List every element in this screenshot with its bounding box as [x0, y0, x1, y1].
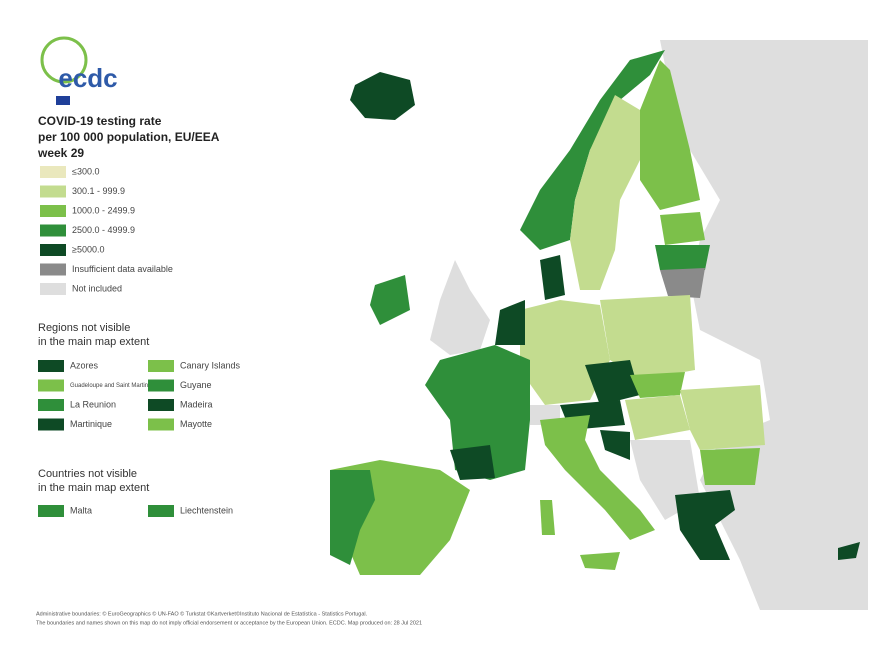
title-line: COVID-19 testing rate	[38, 114, 162, 128]
bulgaria	[700, 448, 760, 485]
legend-swatch	[40, 205, 66, 217]
legend-label: ≥5000.0	[72, 244, 104, 254]
legend-swatch	[40, 224, 66, 237]
footer-line: The boundaries and names shown on this m…	[36, 620, 422, 626]
legend-label: Martinique	[70, 419, 112, 429]
logo: ecdc	[40, 36, 118, 105]
footer-line: Administrative boundaries: © EuroGeograp…	[36, 610, 368, 617]
legend-swatch	[40, 283, 66, 295]
turkey	[740, 520, 868, 580]
map	[312, 32, 868, 610]
footer: Administrative boundaries: © EuroGeograp…	[36, 610, 422, 626]
czechia	[585, 360, 640, 405]
legend-swatch	[40, 185, 66, 198]
denmark	[540, 255, 565, 300]
legend-label: La Reunion	[70, 399, 116, 409]
estonia-latvia	[660, 212, 705, 245]
legend-label: Not included	[72, 283, 122, 293]
legend-label: ≤300.0	[72, 166, 99, 176]
legend-label: Madeira	[180, 399, 213, 409]
netherlands-belgium	[495, 300, 525, 345]
regions-legend: Regions not visible in the main map exten…	[38, 322, 241, 431]
legend-label: 2500.0 - 4999.9	[72, 225, 135, 235]
legend-swatch	[38, 379, 64, 392]
legend-swatch	[38, 360, 64, 372]
legend: ≤300.0 300.1 - 999.9 1000.0 - 2499.9 2500.0…	[40, 166, 173, 295]
france	[425, 345, 530, 480]
sardinia	[540, 500, 555, 535]
legend-swatch	[38, 505, 64, 517]
lithuania	[660, 268, 705, 298]
title: COVID-19 testing rate per 100 000 populat…	[37, 114, 220, 160]
legend-swatch	[148, 505, 174, 517]
norway	[520, 50, 665, 250]
legend-label: 1000.0 - 2499.9	[72, 205, 135, 215]
france-south	[450, 445, 495, 480]
portugal-galicia	[330, 470, 375, 565]
sweden	[570, 95, 640, 290]
iceland	[350, 72, 415, 120]
legend-label: Mayotte	[180, 419, 212, 429]
latvia	[655, 245, 710, 270]
title-line: week 29	[37, 146, 84, 160]
legend-label: Azores	[70, 360, 99, 370]
hungary	[625, 395, 690, 440]
legend-title: Regions not visible	[38, 322, 130, 334]
legend-title: Countries not visible	[38, 468, 137, 480]
croatia	[600, 430, 630, 460]
united-kingdom	[430, 260, 490, 355]
finland	[640, 60, 700, 210]
logo-text: ecdc	[58, 63, 117, 93]
legend-swatch	[148, 379, 174, 392]
legend-swatch	[148, 360, 174, 372]
legend-title: in the main map extent	[38, 482, 149, 494]
legend-swatch	[40, 166, 66, 178]
legend-swatch	[38, 399, 64, 411]
legend-swatch	[148, 418, 174, 431]
legend-swatch	[40, 263, 66, 276]
legend-swatch	[40, 244, 66, 256]
slovakia	[630, 372, 685, 398]
poland	[600, 295, 695, 380]
legend-swatch	[148, 399, 174, 411]
title-line: per 100 000 population, EU/EEA	[38, 130, 220, 144]
legend-label: Malta	[70, 505, 92, 515]
legend-label: Liechtenstein	[180, 505, 233, 515]
sicily	[580, 552, 620, 570]
greece	[675, 490, 735, 560]
eu-flag	[56, 96, 70, 105]
legend-label: 300.1 - 999.9	[72, 186, 125, 196]
legend-label: Canary Islands	[180, 360, 241, 370]
germany	[520, 300, 610, 405]
legend-label: Guadeloupe and Saint Martin	[70, 383, 148, 389]
legend-swatch	[38, 418, 64, 431]
legend-title: in the main map extent	[38, 336, 149, 348]
logo-globe	[40, 36, 88, 84]
romania	[680, 385, 765, 450]
legend-label: Insufficient data available	[72, 264, 173, 274]
cyprus	[838, 542, 860, 560]
ireland	[370, 275, 410, 325]
italy	[540, 415, 655, 540]
legend-label: Guyane	[180, 380, 212, 390]
countries-legend: Countries not visible in the main map ext…	[38, 468, 233, 517]
